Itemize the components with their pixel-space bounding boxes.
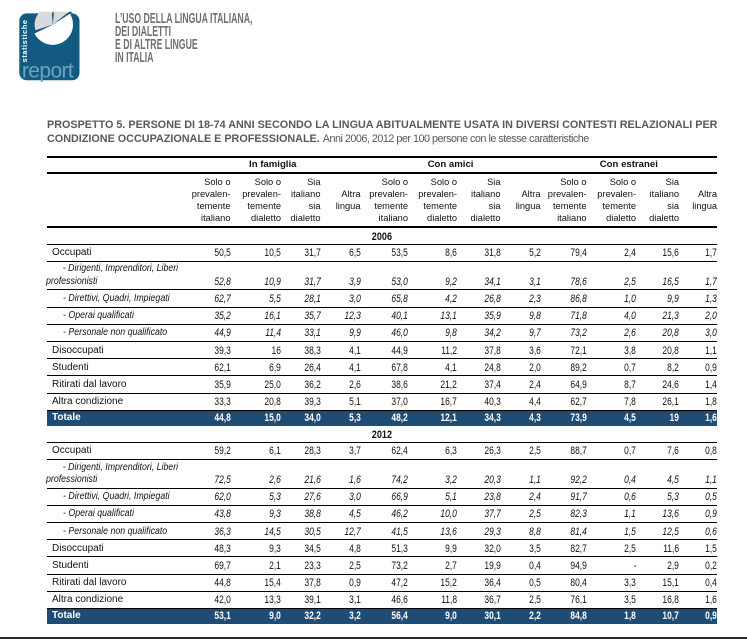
svg-text:statistiche: statistiche [20, 19, 29, 62]
svg-text:report: report [22, 60, 74, 83]
